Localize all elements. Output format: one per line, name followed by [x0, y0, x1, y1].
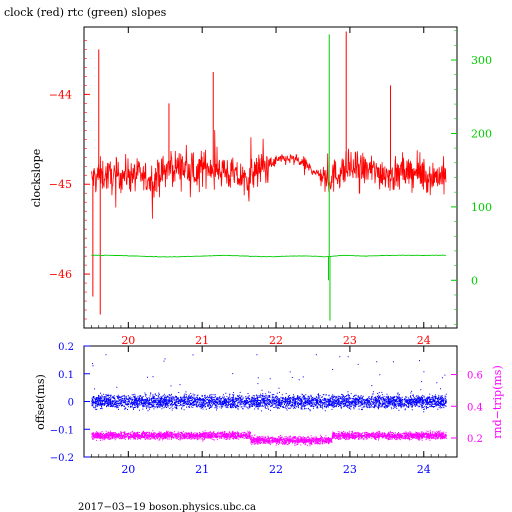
- top-left-axis: −44 −45 −46: [49, 40, 90, 320]
- top-plot-frame: [83, 26, 458, 329]
- top-panel: −44 −45 −46 300 200 100 0 20 21 22 23 24 clockslo…: [30, 26, 492, 347]
- top-right-axis: 300 200 100 0: [451, 30, 492, 325]
- top-x-tick-label: 22: [269, 334, 283, 347]
- chart-title: clock (red) rtc (green) slopes: [4, 6, 167, 19]
- top-right-tick-label: 300: [471, 54, 492, 67]
- bottom-series-group: [91, 354, 447, 447]
- bottom-x-axis: 20 21 22 23 24: [91, 346, 447, 476]
- bottom-left-tick-label: 0: [68, 398, 74, 409]
- top-left-tick-label: −46: [49, 268, 72, 281]
- top-left-tick-label: −45: [49, 178, 72, 191]
- offset-series: [91, 354, 447, 413]
- bottom-x-tick-label: 23: [343, 463, 357, 476]
- clock-slope-series: [91, 130, 447, 219]
- top-x-axis: 20 21 22 23 24: [91, 27, 447, 347]
- bottom-left-tick-label: 0.1: [58, 370, 74, 381]
- bottom-right-tick-label: 0.4: [467, 402, 483, 413]
- bottom-x-tick-label: 24: [417, 463, 431, 476]
- top-left-tick-label: −44: [49, 88, 72, 101]
- top-right-tick-label: 100: [471, 201, 492, 214]
- bottom-y-label: offset(ms): [34, 374, 47, 430]
- bottom-y-right-label: rnd−trip(ms): [491, 365, 504, 439]
- top-y-label: clockslope: [30, 149, 43, 207]
- bottom-right-tick-label: 0.2: [467, 434, 483, 445]
- bottom-x-tick-label: 20: [121, 463, 135, 476]
- bottom-right-tick-label: 0.6: [467, 371, 483, 382]
- top-x-tick-label: 24: [417, 334, 431, 347]
- bottom-right-axis: 0.6 0.4 0.2: [451, 371, 483, 445]
- footer-text: 2017−03−19 boson.physics.ubc.ca: [78, 502, 256, 512]
- top-x-tick-label: 21: [195, 334, 209, 347]
- top-x-tick-label: 23: [343, 334, 357, 347]
- top-right-tick-label: 0: [471, 274, 478, 287]
- top-series-group: [91, 31, 447, 321]
- bottom-left-axis: 0.2 0.1 0 −0.1 −0.2: [50, 342, 90, 464]
- top-x-tick-label: 20: [121, 334, 135, 347]
- bottom-panel: 0.2 0.1 0 −0.1 −0.2 0.6 0.4 0.2 20 21 22 23 24 off…: [34, 342, 504, 476]
- roundtrip-series: [91, 430, 447, 447]
- bottom-left-tick-label: 0.2: [58, 342, 74, 353]
- top-right-tick-label: 200: [471, 127, 492, 140]
- rtc-slope-series: [91, 254, 446, 258]
- bottom-left-tick-label: −0.2: [50, 453, 74, 464]
- bottom-left-tick-label: −0.1: [50, 425, 74, 436]
- bottom-x-tick-label: 21: [195, 463, 209, 476]
- bottom-x-tick-label: 22: [269, 463, 283, 476]
